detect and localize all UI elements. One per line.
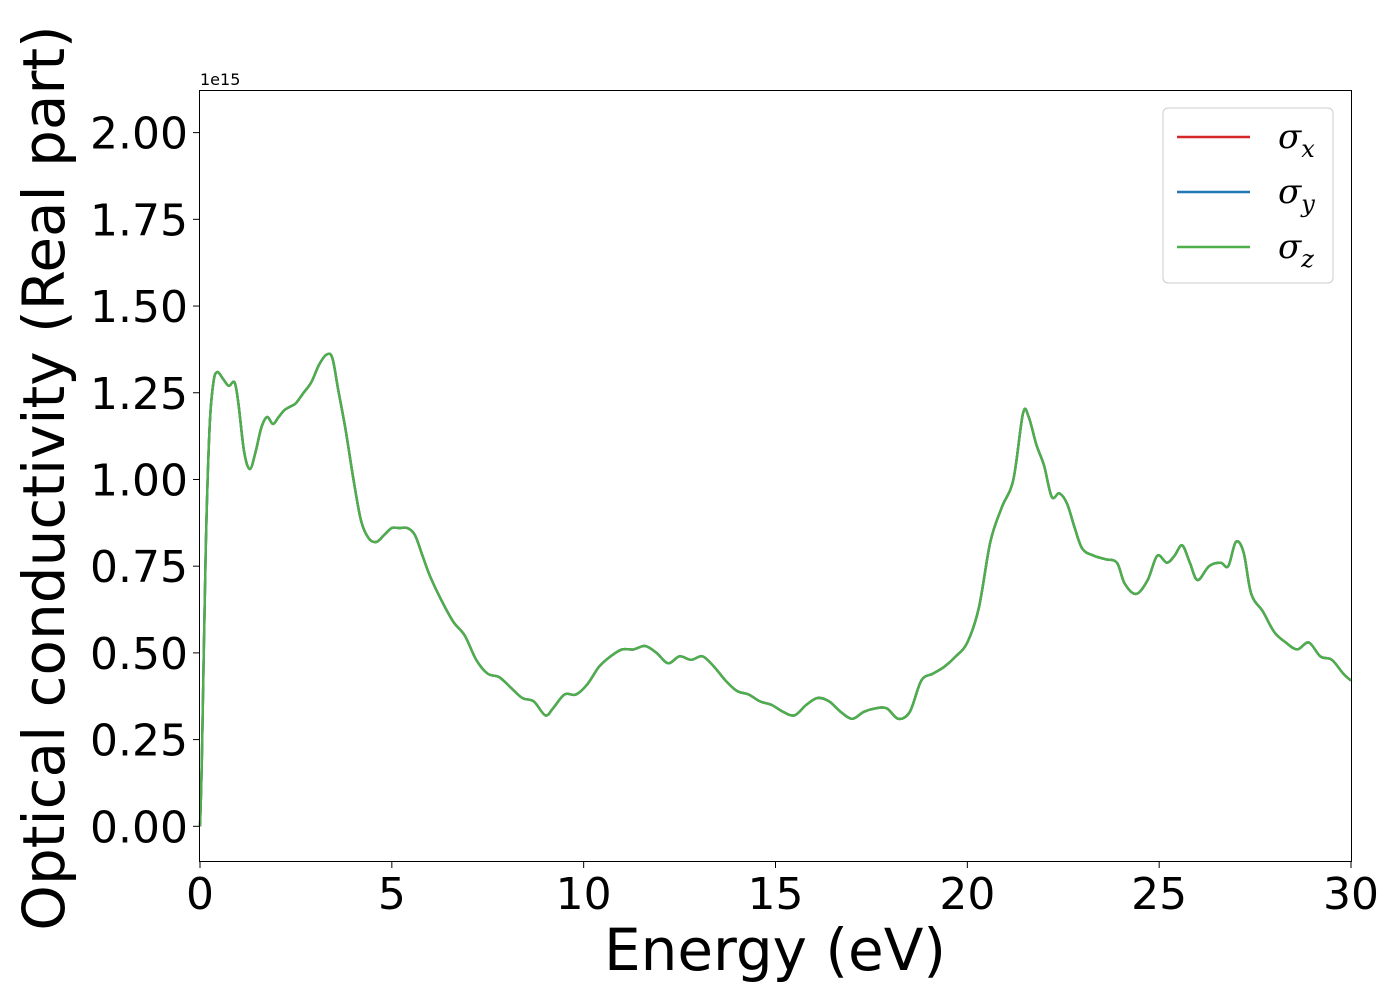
series-lines — [198, 352, 1352, 827]
legend-subscript: y — [1300, 190, 1315, 218]
x-tick-label: 25 — [1131, 869, 1187, 920]
series-line-2 — [198, 352, 1352, 827]
x-tick-label: 10 — [556, 869, 612, 920]
y-tick-label: 0.00 — [90, 802, 188, 853]
y-tick-label: 1.00 — [90, 455, 188, 506]
x-tick-label: 30 — [1323, 869, 1379, 920]
y-axis-ticks: 0.00 0.25 0.50 0.75 1.00 1.25 1.50 1.75 2.00 — [90, 109, 200, 853]
y-tick-label: 0.75 — [90, 542, 188, 593]
x-axis-ticks: 0 5 10 15 20 25 30 — [186, 861, 1379, 920]
series-line-1 — [198, 352, 1352, 827]
series-line-0 — [198, 352, 1352, 827]
x-tick-label: 20 — [939, 869, 995, 920]
plot-frame — [199, 90, 1352, 862]
y-tick-label: 1.75 — [90, 195, 188, 246]
x-tick-label: 0 — [186, 869, 214, 920]
y-tick-label: 1.50 — [90, 282, 188, 333]
y-tick-label: 0.50 — [90, 629, 188, 680]
y-tick-label: 2.00 — [90, 109, 188, 160]
legend-subscript: z — [1300, 245, 1314, 273]
legend-label-0: σx — [1278, 117, 1315, 163]
legend-symbol: σ — [1278, 227, 1302, 267]
legend-symbol: σ — [1278, 172, 1302, 212]
x-tick-label: 15 — [748, 869, 804, 920]
y-axis-title: Optical conductivity (Real part) — [10, 25, 78, 930]
x-tick-label: 5 — [378, 869, 406, 920]
legend-label-2: σz — [1278, 227, 1314, 273]
legend-subscript: x — [1301, 135, 1315, 163]
legend-box — [1162, 107, 1334, 284]
y-axis-offset-label: 1e15 — [200, 70, 240, 89]
x-axis-title: Energy (eV) — [604, 916, 946, 984]
legend-symbol: σ — [1278, 117, 1302, 157]
legend-label-1: σy — [1278, 172, 1315, 218]
y-tick-label: 0.25 — [90, 716, 188, 767]
y-tick-label: 1.25 — [90, 369, 188, 420]
